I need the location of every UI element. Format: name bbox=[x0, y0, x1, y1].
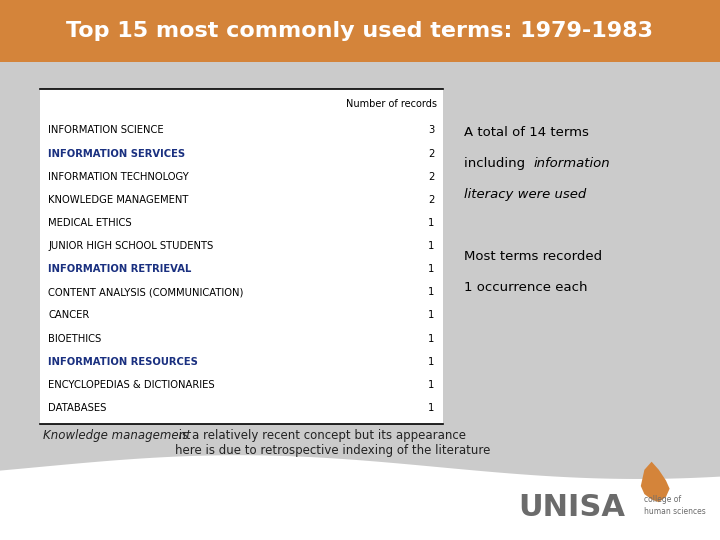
Text: A total of 14 terms: A total of 14 terms bbox=[464, 126, 589, 139]
Text: Knowledge management: Knowledge management bbox=[43, 429, 191, 442]
Text: is a relatively recent concept but its appearance
here is due to retrospective i: is a relatively recent concept but its a… bbox=[175, 429, 490, 457]
Text: DATABASES: DATABASES bbox=[48, 403, 107, 413]
Text: 1: 1 bbox=[428, 403, 434, 413]
Text: 1: 1 bbox=[428, 380, 434, 390]
Text: INFORMATION SERVICES: INFORMATION SERVICES bbox=[48, 148, 185, 159]
Text: 1: 1 bbox=[428, 334, 434, 343]
Text: INFORMATION RESOURCES: INFORMATION RESOURCES bbox=[48, 357, 198, 367]
Text: INFORMATION RETRIEVAL: INFORMATION RETRIEVAL bbox=[48, 264, 192, 274]
Text: MEDICAL ETHICS: MEDICAL ETHICS bbox=[48, 218, 132, 228]
Text: BIOETHICS: BIOETHICS bbox=[48, 334, 102, 343]
Text: 1 occurrence each: 1 occurrence each bbox=[464, 281, 588, 294]
Text: INFORMATION TECHNOLOGY: INFORMATION TECHNOLOGY bbox=[48, 172, 189, 181]
Text: 3: 3 bbox=[428, 125, 434, 136]
Text: 1: 1 bbox=[428, 310, 434, 320]
Text: 1: 1 bbox=[428, 241, 434, 251]
Text: 2: 2 bbox=[428, 195, 434, 205]
Text: JUNIOR HIGH SCHOOL STUDENTS: JUNIOR HIGH SCHOOL STUDENTS bbox=[48, 241, 214, 251]
Text: 2: 2 bbox=[428, 172, 434, 181]
Text: human sciences: human sciences bbox=[644, 508, 706, 516]
Text: 2: 2 bbox=[428, 148, 434, 159]
Text: Most terms recorded: Most terms recorded bbox=[464, 250, 603, 263]
Text: information: information bbox=[534, 157, 610, 170]
Text: CANCER: CANCER bbox=[48, 310, 89, 320]
Text: 1: 1 bbox=[428, 287, 434, 298]
Text: 1: 1 bbox=[428, 218, 434, 228]
Text: literacy were used: literacy were used bbox=[464, 188, 587, 201]
Text: ENCYCLOPEDIAS & DICTIONARIES: ENCYCLOPEDIAS & DICTIONARIES bbox=[48, 380, 215, 390]
Text: CONTENT ANALYSIS (COMMUNICATION): CONTENT ANALYSIS (COMMUNICATION) bbox=[48, 287, 243, 298]
Text: Top 15 most commonly used terms: 1979-1983: Top 15 most commonly used terms: 1979-19… bbox=[66, 21, 654, 41]
Text: KNOWLEDGE MANAGEMENT: KNOWLEDGE MANAGEMENT bbox=[48, 195, 189, 205]
Text: UNISA: UNISA bbox=[518, 493, 626, 522]
Text: 1: 1 bbox=[428, 357, 434, 367]
Text: INFORMATION SCIENCE: INFORMATION SCIENCE bbox=[48, 125, 164, 136]
Text: including: including bbox=[464, 157, 530, 170]
Text: college of: college of bbox=[644, 495, 682, 504]
Text: 1: 1 bbox=[428, 264, 434, 274]
Text: Number of records: Number of records bbox=[346, 99, 437, 109]
